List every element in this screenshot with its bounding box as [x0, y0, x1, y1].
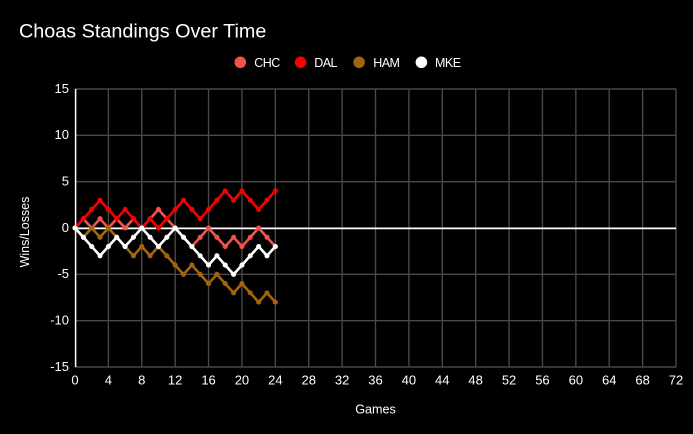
- svg-text:CHC: CHC: [254, 56, 280, 70]
- svg-text:52: 52: [502, 372, 516, 387]
- svg-text:24: 24: [268, 372, 282, 387]
- svg-text:12: 12: [168, 372, 182, 387]
- svg-text:15: 15: [55, 81, 69, 96]
- svg-text:48: 48: [468, 372, 482, 387]
- svg-text:28: 28: [301, 372, 315, 387]
- svg-text:DAL: DAL: [314, 56, 337, 70]
- svg-text:68: 68: [635, 372, 649, 387]
- svg-text:-10: -10: [50, 313, 69, 328]
- svg-text:40: 40: [402, 372, 416, 387]
- svg-text:0: 0: [62, 220, 69, 235]
- svg-text:60: 60: [569, 372, 583, 387]
- svg-text:Choas Standings Over Time: Choas Standings Over Time: [19, 21, 266, 43]
- svg-text:16: 16: [201, 372, 215, 387]
- svg-text:-15: -15: [50, 359, 69, 374]
- svg-text:64: 64: [602, 372, 616, 387]
- svg-text:56: 56: [535, 372, 549, 387]
- svg-text:10: 10: [55, 127, 69, 142]
- svg-text:20: 20: [235, 372, 249, 387]
- svg-text:72: 72: [669, 372, 683, 387]
- svg-text:5: 5: [62, 174, 69, 189]
- svg-text:0: 0: [71, 372, 78, 387]
- svg-text:MKE: MKE: [435, 56, 461, 70]
- svg-text:HAM: HAM: [373, 56, 399, 70]
- svg-text:8: 8: [138, 372, 145, 387]
- svg-text:44: 44: [435, 372, 449, 387]
- svg-text:-5: -5: [57, 266, 69, 281]
- svg-text:32: 32: [335, 372, 349, 387]
- svg-text:Games: Games: [355, 403, 396, 417]
- svg-text:Wins/Losses: Wins/Losses: [18, 197, 32, 268]
- svg-text:4: 4: [105, 372, 112, 387]
- svg-text:36: 36: [368, 372, 382, 387]
